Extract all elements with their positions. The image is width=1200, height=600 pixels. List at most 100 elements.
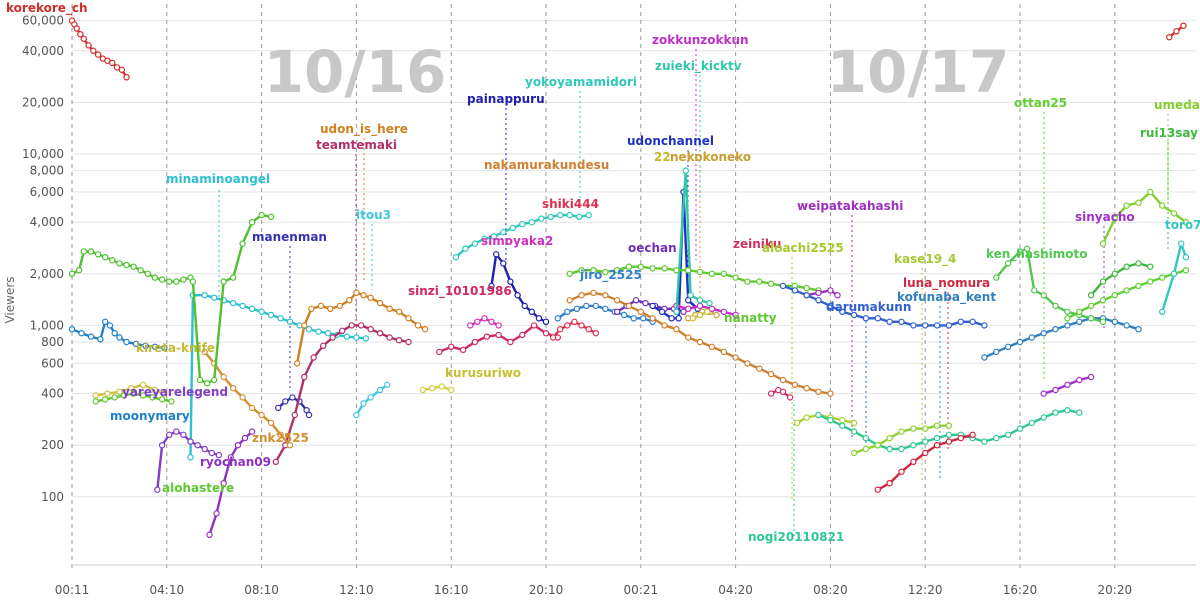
y-tick-label: 800 xyxy=(41,335,64,349)
data-point xyxy=(405,315,412,322)
series-layer xyxy=(68,17,1190,539)
data-point xyxy=(898,468,905,475)
data-point xyxy=(104,390,111,397)
data-point xyxy=(898,428,905,435)
data-point xyxy=(452,254,460,261)
data-point xyxy=(675,315,682,322)
series-kofunaba-kent xyxy=(981,315,1142,361)
data-point xyxy=(130,390,137,397)
data-point xyxy=(1111,292,1119,299)
series-korekore-ch xyxy=(68,17,1187,81)
series-nakamurakundesu xyxy=(566,289,834,397)
data-point xyxy=(767,390,775,397)
series-line xyxy=(71,213,272,385)
series-label-rui13say: rui13say xyxy=(1140,126,1198,140)
data-point xyxy=(187,438,194,445)
data-point xyxy=(248,404,256,412)
data-point xyxy=(668,315,675,322)
series-label-weipatakahashi: weipatakahashi xyxy=(797,199,903,213)
data-point xyxy=(101,318,109,325)
data-point xyxy=(957,434,965,442)
data-point xyxy=(519,220,526,228)
data-point xyxy=(367,294,374,301)
data-point xyxy=(1147,278,1154,285)
y-tick-label: 600 xyxy=(41,356,64,370)
data-point xyxy=(474,318,481,325)
series-label-toro7: toro7 xyxy=(1165,218,1200,232)
data-point xyxy=(275,404,282,412)
data-point xyxy=(706,299,713,307)
data-point xyxy=(689,315,697,322)
data-point xyxy=(732,274,739,281)
data-point xyxy=(1087,292,1095,299)
data-point xyxy=(590,289,597,296)
data-point xyxy=(542,318,550,325)
series-label-jiro-2525: jiro_2525 xyxy=(579,268,642,283)
series-kurusuriwo xyxy=(419,383,455,394)
data-point xyxy=(213,510,220,517)
data-point xyxy=(241,434,249,442)
data-point xyxy=(642,299,649,307)
data-point xyxy=(187,454,194,461)
data-point xyxy=(438,383,445,390)
series-line xyxy=(156,430,220,490)
data-point xyxy=(815,411,822,419)
data-point xyxy=(106,322,114,329)
data-point xyxy=(850,428,858,435)
data-point xyxy=(767,280,775,287)
data-point xyxy=(794,419,801,427)
data-point xyxy=(310,354,317,361)
data-point xyxy=(637,308,645,315)
data-point xyxy=(680,308,687,315)
data-point xyxy=(1123,322,1130,329)
data-point xyxy=(578,267,585,274)
x-tick-label: 08:10 xyxy=(244,583,279,597)
data-point xyxy=(673,308,680,315)
data-point xyxy=(151,343,159,350)
data-point xyxy=(68,270,76,277)
data-point xyxy=(1182,267,1190,274)
data-point xyxy=(945,322,953,329)
y-tick-label: 6,000 xyxy=(30,185,64,199)
data-point xyxy=(583,302,590,310)
data-point xyxy=(661,265,668,272)
series-ottan25 xyxy=(1064,267,1190,322)
label-leaders xyxy=(218,49,1169,536)
series-line xyxy=(70,19,1185,78)
data-point xyxy=(421,326,429,333)
x-tick-label: 16:10 xyxy=(434,583,469,597)
series-label-alohastere: alohastere xyxy=(162,481,234,495)
data-point xyxy=(834,292,841,299)
data-point xyxy=(1030,287,1038,294)
data-point xyxy=(1099,297,1107,304)
data-point xyxy=(649,315,656,322)
data-point xyxy=(267,419,275,427)
data-point xyxy=(969,431,976,438)
series-toro7 xyxy=(1158,240,1190,315)
data-point xyxy=(850,311,858,319)
data-point xyxy=(151,274,159,281)
data-point xyxy=(661,322,668,329)
data-point xyxy=(509,224,516,232)
data-point xyxy=(685,297,692,304)
series-label-teamtemaki: teamtemaki xyxy=(316,138,397,152)
y-axis-label: Viewers xyxy=(3,276,17,323)
data-point xyxy=(154,486,161,493)
data-point xyxy=(267,213,275,220)
data-point xyxy=(293,360,301,367)
series-label-nekokoneko: nekokoneko xyxy=(670,150,751,164)
data-point xyxy=(791,287,799,294)
x-tick-label: 16:20 xyxy=(1003,583,1038,597)
data-point xyxy=(571,318,578,325)
data-point xyxy=(1028,419,1036,427)
data-point xyxy=(168,398,175,405)
data-point xyxy=(1040,390,1047,397)
series-umeda xyxy=(1099,188,1190,247)
series-label-darumakunn: darumakunn xyxy=(826,300,911,314)
data-point xyxy=(111,394,118,401)
data-point xyxy=(708,343,716,350)
data-point xyxy=(538,215,545,222)
data-point xyxy=(248,305,256,312)
data-point xyxy=(87,248,95,255)
data-point xyxy=(1135,282,1142,290)
